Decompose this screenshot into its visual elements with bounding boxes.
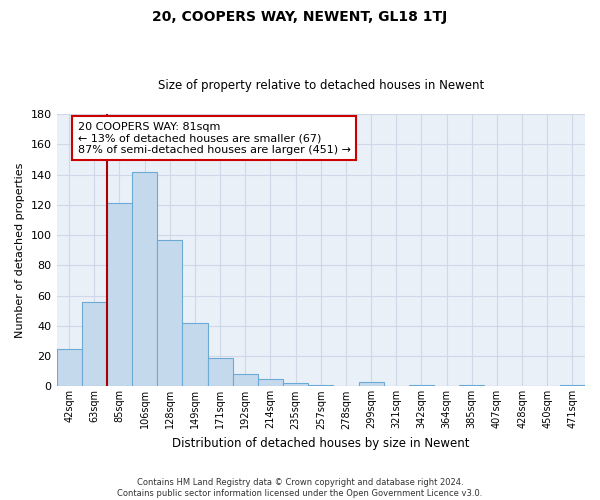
Bar xyxy=(182,323,208,386)
Bar xyxy=(208,358,233,386)
Text: Contains HM Land Registry data © Crown copyright and database right 2024.
Contai: Contains HM Land Registry data © Crown c… xyxy=(118,478,482,498)
Bar xyxy=(233,374,258,386)
Bar xyxy=(258,379,283,386)
Bar xyxy=(283,384,308,386)
Bar xyxy=(82,302,107,386)
Bar xyxy=(132,172,157,386)
Bar xyxy=(459,385,484,386)
Bar xyxy=(308,385,334,386)
Bar xyxy=(409,385,434,386)
Bar xyxy=(560,385,585,386)
Title: Size of property relative to detached houses in Newent: Size of property relative to detached ho… xyxy=(158,79,484,92)
Bar xyxy=(157,240,182,386)
X-axis label: Distribution of detached houses by size in Newent: Distribution of detached houses by size … xyxy=(172,437,470,450)
Bar xyxy=(107,204,132,386)
Text: 20 COOPERS WAY: 81sqm
← 13% of detached houses are smaller (67)
87% of semi-deta: 20 COOPERS WAY: 81sqm ← 13% of detached … xyxy=(78,122,351,155)
Bar xyxy=(359,382,383,386)
Text: 20, COOPERS WAY, NEWENT, GL18 1TJ: 20, COOPERS WAY, NEWENT, GL18 1TJ xyxy=(152,10,448,24)
Bar xyxy=(56,348,82,387)
Y-axis label: Number of detached properties: Number of detached properties xyxy=(15,162,25,338)
